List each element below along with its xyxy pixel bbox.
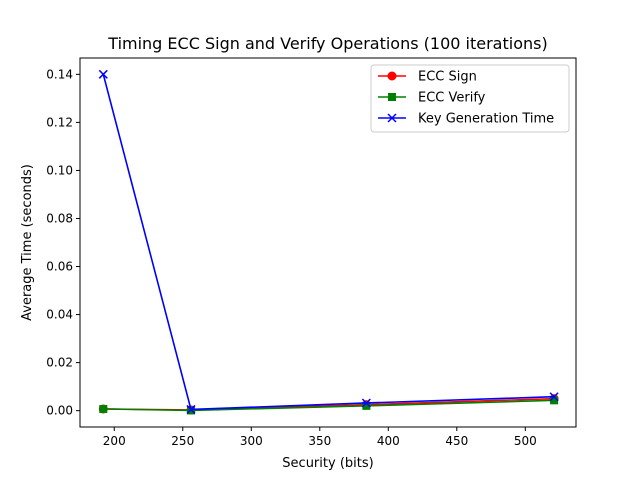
- legend-label: ECC Verify: [418, 91, 486, 106]
- data-point: [98, 69, 108, 79]
- x-tick-label: 250: [171, 434, 194, 448]
- legend: ECC Sign ECC Verify Key Generation Time: [370, 64, 570, 133]
- legend-marker: [388, 93, 396, 101]
- y-tick-label: 0.02: [46, 356, 73, 370]
- series-2: [98, 69, 559, 414]
- legend-entry: ECC Verify: [378, 91, 486, 106]
- legend-label: Key Generation Time: [418, 112, 554, 127]
- series-layer: [98, 69, 559, 415]
- chart-title: Timing ECC Sign and Verify Operations (1…: [107, 34, 547, 53]
- legend-entry: ECC Sign: [378, 70, 477, 85]
- x-tick-label: 200: [103, 434, 126, 448]
- y-tick-label: 0.06: [46, 260, 73, 274]
- data-point: [186, 404, 196, 414]
- x-ticks: 200 250 300 350 400 450 500: [103, 427, 537, 448]
- x-tick-label: 450: [445, 434, 468, 448]
- axes-frame: [79, 57, 577, 428]
- data-point: [549, 392, 559, 402]
- series-line: [103, 399, 555, 412]
- y-tick-label: 0.10: [46, 163, 73, 177]
- legend-marker: [387, 113, 397, 123]
- data-point-stroke-b: [361, 398, 371, 408]
- legend-label: ECC Sign: [418, 70, 477, 85]
- data-point: [99, 404, 108, 413]
- x-tick-label: 350: [308, 434, 331, 448]
- x-tick-label: 500: [514, 434, 537, 448]
- y-ticks: 0.00 0.02 0.04 0.06 0.08 0.10 0.12 0.14: [46, 67, 80, 418]
- y-tick-label: 0.08: [46, 211, 73, 225]
- data-point: [550, 396, 559, 405]
- data-point-stroke-b: [98, 69, 108, 79]
- series-line: [102, 74, 555, 411]
- y-tick-label: 0.14: [46, 67, 73, 81]
- y-tick-label: 0.00: [46, 404, 73, 418]
- data-point-stroke-b: [549, 392, 559, 402]
- legend-entry: Key Generation Time: [378, 112, 554, 127]
- legend-marker: [387, 71, 397, 81]
- y-tick-label: 0.04: [46, 308, 73, 322]
- data-point: [361, 398, 371, 408]
- x-tick-label: 300: [240, 434, 263, 448]
- x-tick-label: 400: [377, 434, 400, 448]
- legend-box: [370, 64, 570, 133]
- y-tick-label: 0.12: [46, 115, 73, 129]
- legend-marker-stroke-b: [387, 113, 397, 123]
- data-point-stroke-b: [186, 404, 196, 414]
- x-axis-label: Security (bits): [282, 456, 373, 471]
- y-axis-label: Average Time (seconds): [20, 164, 35, 321]
